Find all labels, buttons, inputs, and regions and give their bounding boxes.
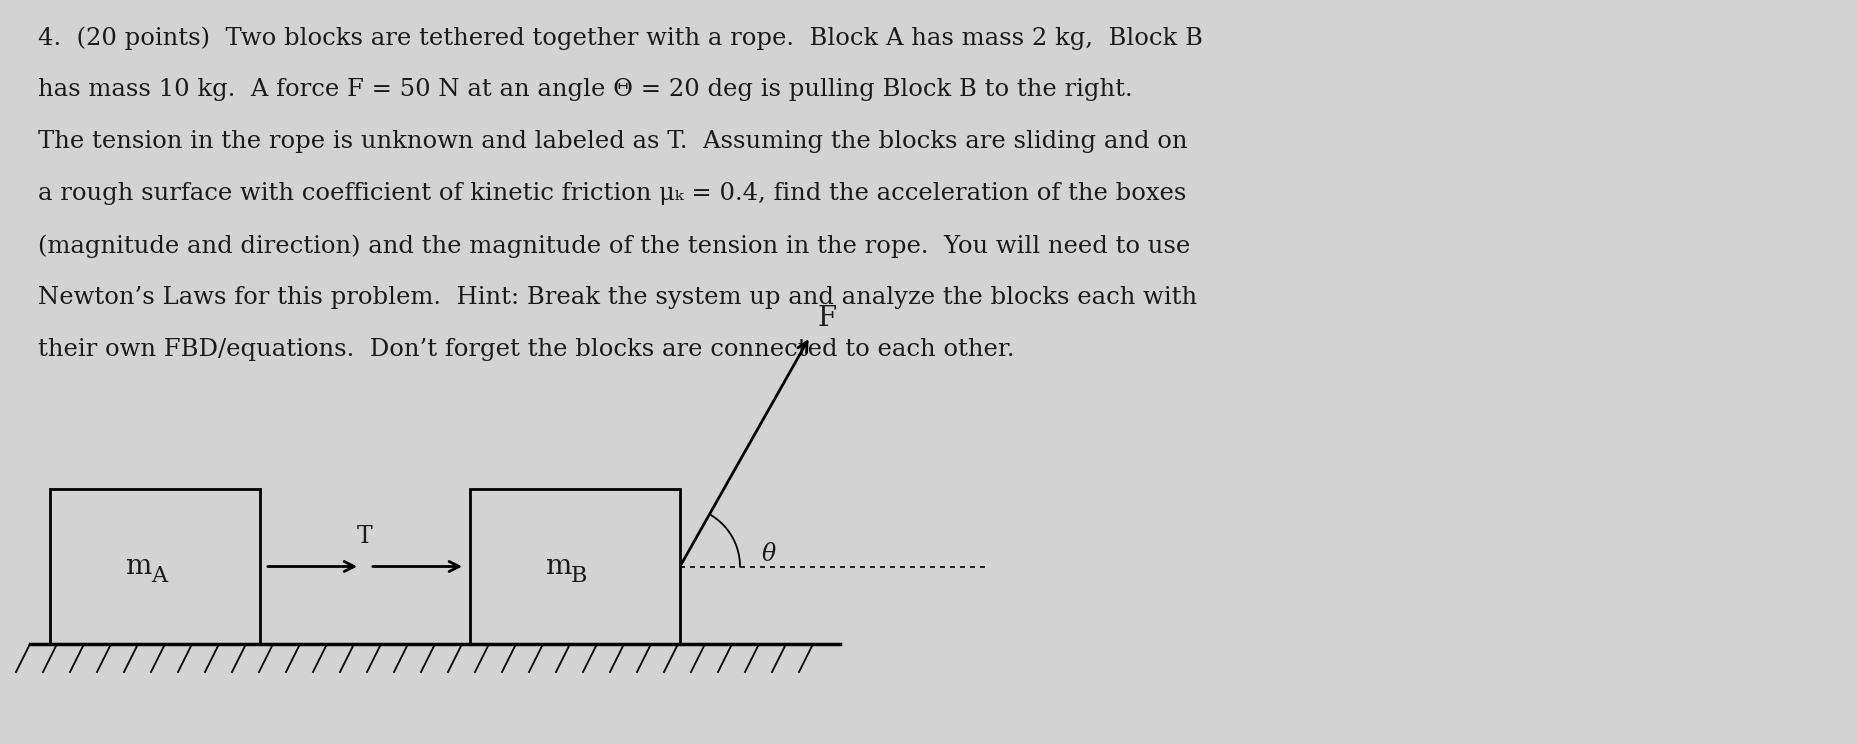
Text: B: B [570,565,587,588]
Text: (magnitude and direction) and the magnitude of the tension in the rope.  You wil: (magnitude and direction) and the magnit… [37,234,1190,257]
Bar [470,489,680,644]
Text: 4.  (20 points)  Two blocks are tethered together with a rope.  Block A has mass: 4. (20 points) Two blocks are tethered t… [37,26,1201,50]
Text: The tension in the rope is unknown and labeled as T.  Assuming the blocks are sl: The tension in the rope is unknown and l… [37,130,1187,153]
Text: their own FBD/equations.  Don’t forget the blocks are connected to each other.: their own FBD/equations. Don’t forget th… [37,338,1014,361]
Text: F: F [817,304,838,332]
Text: Newton’s Laws for this problem.  Hint: Break the system up and analyze the block: Newton’s Laws for this problem. Hint: Br… [37,286,1196,309]
Text: A: A [150,565,167,588]
Text: m: m [544,553,572,580]
Text: T: T [357,525,373,548]
Bar [50,489,260,644]
Text: θ: θ [761,543,776,566]
Text: m: m [124,553,150,580]
Text: a rough surface with coefficient of kinetic friction μₖ = 0.4, find the accelera: a rough surface with coefficient of kine… [37,182,1187,205]
Text: has mass 10 kg.  A force F = 50 N at an angle Θ = 20 deg is pulling Block B to t: has mass 10 kg. A force F = 50 N at an a… [37,78,1133,101]
